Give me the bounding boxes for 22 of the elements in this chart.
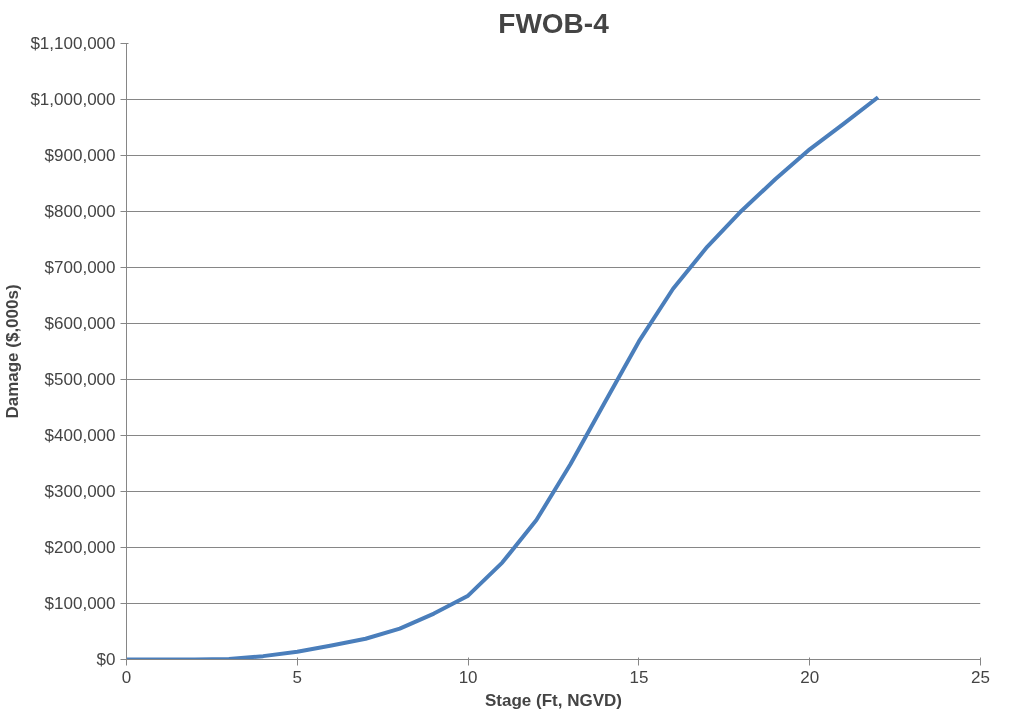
y-tick-label: $600,000 xyxy=(44,314,116,333)
x-tick-label: 15 xyxy=(629,667,649,687)
y-axis-title: Damage ($,000s) xyxy=(3,284,23,419)
y-tick-label: $700,000 xyxy=(44,258,116,277)
y-tick-label: $900,000 xyxy=(44,146,116,165)
x-tick-label: 20 xyxy=(800,667,820,687)
line-series xyxy=(126,95,881,660)
x-tick-label: 0 xyxy=(121,667,132,687)
chart-title: FWOB-4 xyxy=(498,7,610,39)
y-tick-label: $200,000 xyxy=(44,538,116,557)
y-tick-label: $1,100,000 xyxy=(30,34,116,53)
y-tick-label: $400,000 xyxy=(44,426,116,445)
y-tick-label: $1,000,000 xyxy=(30,90,116,109)
y-tick-label: $100,000 xyxy=(44,594,116,613)
x-tick-label: 10 xyxy=(458,667,478,687)
y-tick-label: $800,000 xyxy=(44,202,116,221)
x-axis-title: Stage (Ft, NGVD) xyxy=(485,690,622,710)
y-tick-label: $0 xyxy=(96,650,116,669)
y-tick-label: $300,000 xyxy=(44,482,116,501)
x-tick-label: 5 xyxy=(292,667,303,687)
y-tick-label: $500,000 xyxy=(44,370,116,389)
x-tick-label: 25 xyxy=(971,667,990,687)
